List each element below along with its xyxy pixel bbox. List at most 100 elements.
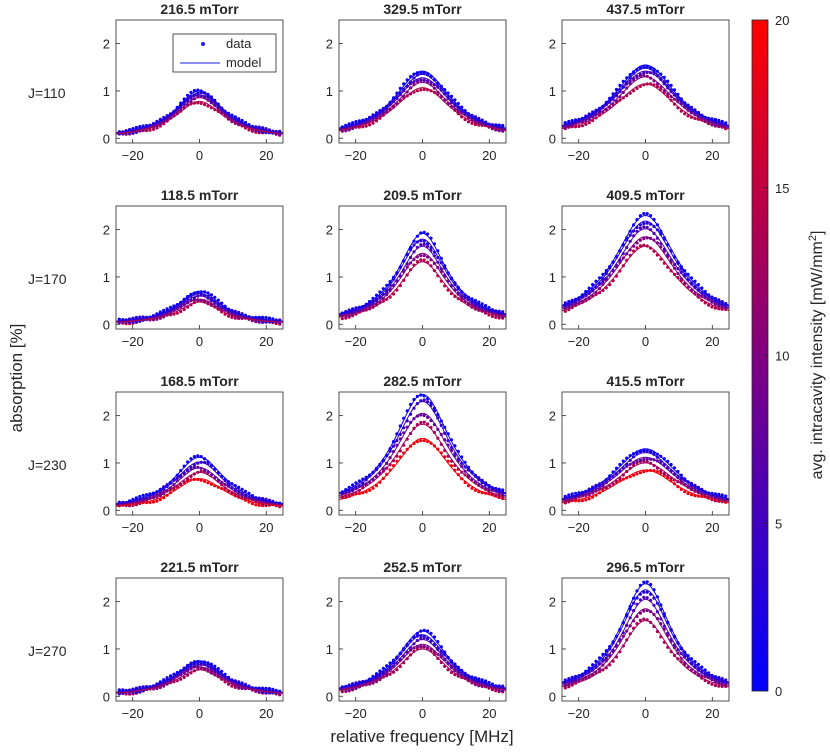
x-axis-label: relative frequency [MHz]	[330, 727, 513, 746]
data-point	[199, 101, 203, 105]
y-tick-label: 1	[103, 84, 110, 99]
subplot-title: 329.5 mTorr	[383, 1, 462, 17]
x-tick-label: −20	[122, 520, 144, 535]
data-point	[632, 473, 636, 477]
x-tick-label: 20	[705, 706, 719, 721]
data-point	[419, 439, 423, 443]
data-point	[422, 644, 426, 649]
x-tick-label: −20	[568, 148, 590, 163]
data-point	[642, 71, 646, 75]
data-point	[604, 659, 608, 663]
data-point	[250, 129, 254, 133]
data-point	[604, 276, 608, 280]
data-point	[470, 121, 474, 125]
model-curve	[115, 666, 284, 694]
y-tick-label: 0	[103, 689, 110, 704]
model-curve	[561, 448, 730, 500]
subplot-1: 216.5 mTorr 0 1 2 −20 0 20	[103, 1, 284, 163]
data-point	[710, 682, 714, 686]
model-curve	[115, 97, 284, 135]
data-point	[209, 482, 213, 486]
data-point	[494, 689, 498, 693]
data-point	[611, 482, 615, 486]
data-point	[267, 687, 271, 691]
axes-box	[115, 577, 284, 702]
model-curve	[338, 437, 507, 500]
data-point	[645, 590, 649, 594]
data-point	[257, 125, 261, 129]
y-tick-label: 2	[326, 409, 333, 424]
x-tick-label: 0	[419, 334, 426, 349]
model-curve	[561, 589, 730, 684]
data-point	[422, 71, 426, 75]
x-tick-label: 0	[419, 520, 426, 535]
data-point	[638, 471, 643, 475]
data-point	[206, 481, 210, 485]
y-tick-label: 1	[326, 642, 333, 657]
data-point	[659, 72, 663, 76]
data-point	[179, 677, 183, 681]
data-point	[199, 478, 203, 482]
data-point	[243, 489, 248, 493]
data-point	[230, 315, 234, 319]
data-point	[645, 596, 649, 600]
subplot-title: 409.5 mTorr	[606, 187, 685, 203]
legend-data-label: data	[226, 36, 252, 51]
data-point	[261, 315, 265, 319]
data-point	[683, 490, 687, 494]
data-point	[426, 244, 430, 248]
data-point	[484, 679, 488, 683]
subplot-7: 168.5 mTorr 0 1 2 −20 0 20	[103, 373, 284, 535]
data-point	[203, 479, 207, 483]
x-tick-label: 20	[482, 520, 496, 535]
x-tick-label: 20	[705, 520, 719, 535]
model-curve	[115, 478, 284, 507]
y-tick-label: 0	[103, 131, 110, 146]
x-tick-label: −20	[345, 334, 367, 349]
data-point	[426, 422, 430, 426]
data-point	[587, 121, 591, 125]
data-point	[250, 502, 254, 506]
row-label: J=170	[28, 271, 67, 287]
y-tick-label: 0	[103, 503, 110, 518]
subplot-title: 168.5 mTorr	[160, 373, 239, 389]
data-point	[659, 471, 663, 475]
data-point	[175, 311, 179, 315]
model-curve	[338, 70, 507, 129]
model-curve	[338, 393, 507, 494]
x-tick-label: 0	[642, 148, 649, 163]
model-curve	[561, 67, 730, 127]
model-curve	[338, 252, 507, 317]
model-curve	[561, 76, 730, 128]
data-point	[168, 674, 173, 678]
model-curve	[338, 87, 507, 132]
data-point	[642, 212, 646, 216]
data-point	[155, 499, 159, 503]
subplot-title: 118.5 mTorr	[161, 187, 239, 203]
y-tick-label: 1	[549, 270, 556, 285]
x-tick-label: 0	[642, 520, 649, 535]
data-point	[642, 221, 646, 226]
data-point	[419, 78, 423, 82]
data-point	[134, 125, 138, 130]
y-tick-label: 1	[549, 84, 556, 99]
x-tick-label: −20	[568, 334, 590, 349]
data-point	[426, 646, 430, 650]
y-tick-label: 0	[326, 317, 333, 332]
x-tick-label: 0	[196, 148, 203, 163]
data-point	[717, 684, 721, 688]
data-point	[645, 580, 649, 584]
model-curve	[115, 461, 284, 505]
colorbar-tick-label: 10	[775, 349, 789, 364]
y-tick-label: 1	[326, 456, 333, 471]
data-point	[422, 254, 426, 258]
data-point	[710, 305, 714, 309]
data-point	[686, 491, 690, 496]
subplot-title: 209.5 mTorr	[383, 187, 462, 203]
model-curve	[338, 648, 507, 691]
data-point	[642, 470, 646, 474]
model-curve	[561, 583, 730, 683]
data-point	[713, 683, 718, 688]
subplot-title: 282.5 mTorr	[383, 373, 462, 389]
data-point	[480, 302, 484, 306]
